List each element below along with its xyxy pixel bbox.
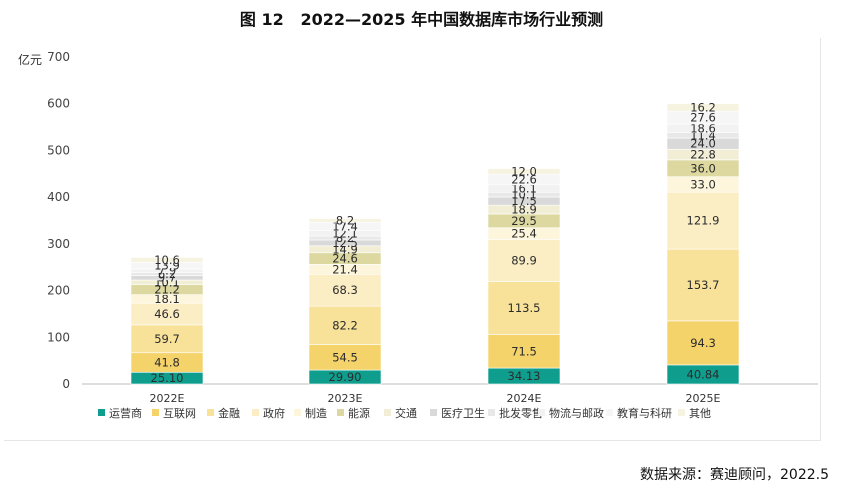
data-label: 17.4 — [332, 219, 358, 233]
y-tick-label: 0 — [62, 377, 70, 391]
data-label: 24.6 — [332, 252, 358, 266]
legend-swatch — [294, 409, 301, 416]
data-label: 12.0 — [511, 164, 537, 178]
data-label: 34.13 — [508, 369, 541, 383]
legend-swatch — [538, 409, 545, 416]
y-tick-label: 400 — [47, 190, 70, 204]
data-label: 82.2 — [332, 318, 358, 332]
y-tick-label: 500 — [47, 143, 70, 157]
data-label: 54.5 — [332, 350, 358, 364]
bar-segment — [308, 305, 382, 345]
data-label: 21.2 — [154, 283, 180, 297]
legend-swatch — [606, 409, 613, 416]
legend-swatch — [430, 409, 437, 416]
y-tick-label: 300 — [47, 237, 70, 251]
data-label: 46.6 — [154, 307, 180, 321]
legend-swatch — [252, 409, 259, 416]
y-tick-label: 700 — [47, 50, 70, 64]
legend-label: 其他 — [689, 407, 711, 420]
data-label: 94.3 — [690, 336, 716, 350]
legend-label: 金融 — [218, 406, 240, 420]
legend-label: 教育与科研 — [617, 406, 672, 420]
source-note: 数据来源：赛迪顾问，2022.5 — [640, 467, 829, 483]
legend-swatch — [98, 409, 105, 416]
legend-label: 运营商 — [109, 406, 142, 420]
data-label: 22.8 — [690, 148, 716, 162]
legend-label: 批发零售 — [499, 406, 543, 420]
data-label: 59.7 — [154, 332, 180, 346]
legend-label: 医疗卫生 — [441, 406, 485, 420]
data-label: 40.84 — [687, 367, 720, 381]
y-tick-label: 200 — [47, 284, 70, 298]
data-label: 71.5 — [511, 344, 537, 358]
bar-segment — [308, 218, 382, 223]
y-axis-label: 亿元 — [18, 52, 42, 67]
data-label: 153.7 — [687, 278, 720, 292]
bar-segment — [308, 344, 382, 371]
data-label: 21.4 — [332, 262, 358, 276]
data-label: 25.10 — [151, 371, 184, 385]
legend-swatch — [678, 409, 685, 416]
x-tick-label: 2025E — [686, 392, 721, 405]
data-label: 18.1 — [154, 292, 180, 306]
x-tick-label: 2024E — [507, 392, 542, 405]
data-label: 29.5 — [511, 214, 537, 228]
y-tick-label: 100 — [47, 330, 70, 344]
data-label: 25.4 — [511, 227, 537, 241]
data-label: 121.9 — [687, 214, 720, 228]
chart-frame — [4, 38, 821, 441]
data-label: 16.2 — [690, 100, 716, 114]
bar-segment — [666, 248, 740, 322]
y-tick-label: 600 — [47, 97, 70, 111]
legend-label: 能源 — [348, 406, 370, 420]
bar-segment — [487, 281, 561, 335]
data-label: 29.90 — [329, 370, 362, 384]
x-tick-label: 2023E — [328, 392, 363, 405]
data-label: 113.5 — [508, 301, 541, 315]
data-label: 24.0 — [690, 137, 716, 151]
legend-label: 政府 — [263, 406, 285, 420]
data-label: 68.3 — [332, 283, 358, 297]
chart-title: 图 12 2022—2025 年中国数据库市场行业预测 — [239, 10, 604, 29]
legend-label: 物流与邮政 — [549, 406, 604, 420]
data-label: 18.9 — [511, 203, 537, 217]
data-label: 33.0 — [690, 177, 716, 191]
legend-label: 交通 — [395, 406, 417, 420]
bar-segment — [130, 257, 204, 263]
legend-label: 互联网 — [163, 407, 196, 420]
legend-swatch — [384, 409, 391, 416]
legend-swatch — [337, 409, 344, 416]
legend-swatch — [152, 409, 159, 416]
data-label: 10.6 — [154, 253, 180, 267]
data-label: 18.6 — [690, 121, 716, 135]
data-label: 17.5 — [511, 194, 537, 208]
legend-swatch — [207, 409, 214, 416]
data-label: 22.6 — [511, 172, 537, 186]
bar-segment — [130, 324, 204, 354]
bar-segment — [487, 168, 561, 175]
data-label: 27.6 — [690, 111, 716, 125]
bar-segment — [308, 273, 382, 307]
x-tick-label: 2022E — [150, 392, 185, 405]
data-label: 89.9 — [511, 254, 537, 268]
bar-segment — [666, 103, 740, 112]
data-label: 8.2 — [336, 213, 354, 227]
data-label: 36.0 — [690, 161, 716, 175]
legend-swatch — [488, 409, 495, 416]
bar-segment — [487, 334, 561, 369]
bar-segment — [666, 191, 740, 250]
bar-segment — [487, 239, 561, 282]
data-label: 41.8 — [154, 356, 180, 370]
legend-label: 制造 — [305, 406, 327, 420]
